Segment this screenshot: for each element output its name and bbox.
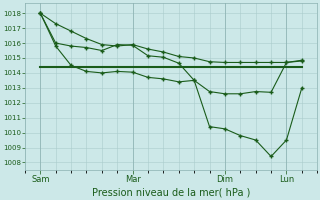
X-axis label: Pression niveau de la mer( hPa ): Pression niveau de la mer( hPa ) [92, 187, 250, 197]
